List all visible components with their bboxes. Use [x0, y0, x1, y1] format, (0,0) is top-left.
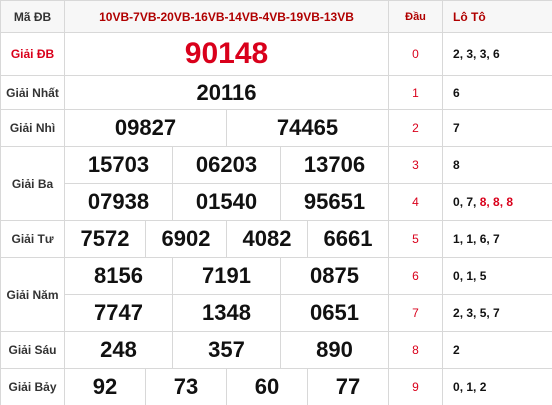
- prize-number-g3: 06203: [172, 146, 281, 184]
- dau-8: 8: [388, 331, 444, 369]
- prize-number-g6: 890: [279, 331, 390, 369]
- prize-row-g4: Giải Tư 7572 6902 4082 6661 5 1, 1, 6, 7: [0, 220, 552, 258]
- prize-number-g3: 15703: [64, 146, 173, 184]
- prize-row-g2: Giải Nhì 09827 74465 2 7: [0, 109, 552, 147]
- prize-row-db: Giải ĐB 90148 0 2, 3, 3, 6: [0, 32, 552, 76]
- prize-number-g3: 13706: [279, 146, 390, 184]
- loto-4: 0, 7, 8, 8, 8: [442, 183, 552, 221]
- loto-8: 2: [442, 331, 552, 369]
- prize-label-g2: Giải Nhì: [0, 109, 65, 147]
- dau-4: 4: [388, 183, 444, 221]
- dau-7: 7: [388, 294, 444, 332]
- prize-number-g7: 60: [226, 368, 308, 405]
- prize-number-g2: 09827: [64, 109, 227, 147]
- prize-label-g5: Giải Năm: [0, 257, 65, 332]
- prize-label-g4: Giải Tư: [0, 220, 65, 258]
- prize-number-g6: 248: [64, 331, 173, 369]
- prize-row-g5b: 7747 1348 0651 7 2, 3, 5, 7: [1, 294, 552, 332]
- prize-number-g5: 8156: [64, 257, 173, 295]
- loto-3: 8: [442, 146, 552, 184]
- prize-number-g1: 20116: [63, 75, 390, 110]
- dau-1: 1: [388, 75, 444, 110]
- prize-number-g2: 74465: [225, 109, 390, 147]
- prize-number-g4: 4082: [226, 220, 308, 258]
- prize-number-g7: 92: [64, 368, 146, 405]
- prize-row-g3: Giải Ba 15703 06203 13706 3 8: [0, 146, 552, 221]
- loto-4-plain: 0, 7,: [453, 195, 477, 209]
- loto-7: 2, 3, 5, 7: [442, 294, 552, 332]
- prize-row-g7: Giải Bảy 92 73 60 77 9 0, 1, 2: [0, 368, 552, 405]
- prize-number-g7: 73: [145, 368, 227, 405]
- prize-number-g5: 0875: [279, 257, 390, 295]
- prize-number-g7: 77: [306, 368, 390, 405]
- special-code: 10VB-7VB-20VB-16VB-14VB-4VB-19VB-13VB: [63, 0, 390, 33]
- loto-0: 2, 3, 3, 6: [442, 32, 552, 76]
- prize-number-g3: 07938: [64, 183, 173, 221]
- dau-header: Đầu: [388, 0, 444, 33]
- dau-9: 9: [388, 368, 444, 405]
- loto-9: 0, 1, 2: [442, 368, 552, 405]
- prize-label-db: Giải ĐB: [0, 32, 65, 76]
- header-row: Mã ĐB 10VB-7VB-20VB-16VB-14VB-4VB-19VB-1…: [0, 0, 552, 33]
- prize-number-g5: 7191: [172, 257, 281, 295]
- prize-label-g1: Giải Nhất: [0, 75, 65, 110]
- dau-0: 0: [388, 32, 444, 76]
- prize-number-g3: 01540: [172, 183, 281, 221]
- code-label: Mã ĐB: [0, 0, 65, 33]
- loto-6: 0, 1, 5: [442, 257, 552, 295]
- loto-5: 1, 1, 6, 7: [442, 220, 552, 258]
- loto-4-highlight: 8, 8, 8: [479, 195, 514, 209]
- prize-label-g3: Giải Ba: [0, 146, 65, 221]
- prize-number-g5: 1348: [172, 294, 281, 332]
- loto-header: Lô Tô: [442, 0, 552, 33]
- dau-3: 3: [388, 146, 444, 184]
- prize-row-g1: Giải Nhất 20116 1 6: [0, 75, 552, 110]
- prize-row-g5: Giải Năm 8156 7191 0875 6 0, 1, 5: [0, 257, 552, 332]
- prize-number-db: 90148: [63, 32, 390, 76]
- prize-number-g4: 6902: [145, 220, 227, 258]
- prize-number-g6: 357: [172, 331, 281, 369]
- prize-number-g4: 7572: [64, 220, 146, 258]
- loto-1: 6: [442, 75, 552, 110]
- loto-2: 7: [442, 109, 552, 147]
- prize-row-g6: Giải Sáu 248 357 890 8 2: [0, 331, 552, 369]
- prize-number-g4: 6661: [306, 220, 390, 258]
- prize-number-g5: 7747: [64, 294, 173, 332]
- prize-label-g7: Giải Bảy: [0, 368, 65, 405]
- dau-5: 5: [388, 220, 444, 258]
- prize-number-g3: 95651: [279, 183, 390, 221]
- dau-2: 2: [388, 109, 444, 147]
- prize-number-g5: 0651: [279, 294, 390, 332]
- prize-row-g3b: 07938 01540 95651 4 0, 7, 8, 8, 8: [1, 183, 552, 221]
- prize-label-g6: Giải Sáu: [0, 331, 65, 369]
- dau-6: 6: [388, 257, 444, 295]
